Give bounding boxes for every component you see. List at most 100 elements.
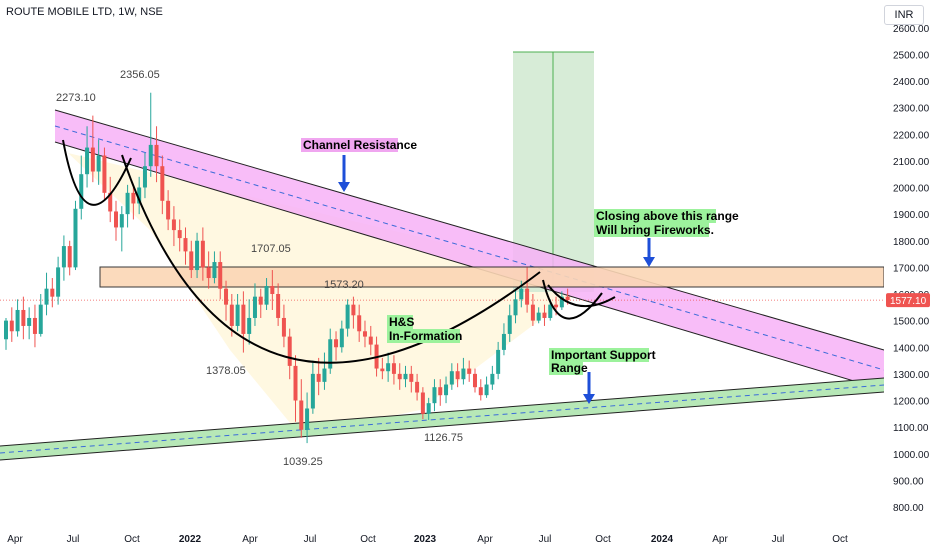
candle-body (565, 296, 570, 301)
channel-band (55, 110, 884, 390)
candle-body (258, 296, 263, 305)
candle-body (212, 262, 217, 279)
left-shoulder-curve (62, 139, 132, 206)
candle-body (484, 384, 489, 396)
candle-body (438, 387, 443, 396)
candle-body (409, 373, 414, 382)
candle-body (403, 373, 408, 380)
callout-closing2: Will bring Fireworks. (596, 223, 714, 237)
candle-body (252, 296, 257, 318)
candle-body (119, 214, 124, 228)
candle-body (299, 400, 304, 430)
x-tick-label: Jul (539, 534, 552, 545)
x-tick-label: Oct (360, 534, 376, 545)
candle-body (38, 304, 43, 334)
y-tick-label: 2500.00 (893, 50, 930, 61)
candle-body (154, 144, 159, 167)
y-tick-label: 2400.00 (893, 77, 930, 88)
price-annotation: 1039.25 (283, 456, 323, 468)
candle-body (166, 200, 171, 220)
candle-body (108, 192, 113, 212)
candle-body (264, 286, 269, 305)
candle-body (420, 392, 425, 414)
candle-body (241, 304, 246, 334)
y-tick-label: 1800.00 (893, 237, 930, 248)
candle-body (490, 373, 495, 385)
y-tick-label: 2200.00 (893, 130, 930, 141)
channel-bottom-line (54, 141, 885, 391)
candle-body (114, 211, 119, 228)
support-top-line (0, 377, 885, 447)
candle-body (444, 384, 449, 396)
y-tick-label: 1400.00 (893, 343, 930, 354)
candle-body (137, 187, 142, 204)
candle-body (160, 166, 165, 201)
candle-body (96, 155, 101, 172)
candle-body (478, 387, 483, 396)
candle-body (61, 246, 66, 268)
callout-channel: Channel Resistance (303, 138, 417, 152)
candle-body (131, 192, 136, 204)
support-arrow-head (583, 394, 595, 404)
last-price-tag (886, 293, 930, 308)
candle-body (50, 288, 55, 297)
callout-bg-closing1 (594, 209, 716, 223)
candle-body (536, 312, 541, 321)
candle-body (287, 336, 292, 366)
callout-bg-support2 (549, 361, 583, 375)
y-tick-label: 2300.00 (893, 104, 930, 115)
candle-body (415, 381, 420, 393)
candle-body (345, 304, 350, 329)
candle-body (432, 387, 437, 404)
callout-hs2: In-Formation (389, 329, 462, 343)
y-tick-label: 1300.00 (893, 370, 930, 381)
x-tick-label: Apr (242, 534, 258, 545)
candle-body (73, 208, 78, 268)
candle-body (322, 368, 327, 382)
candle-body (247, 317, 252, 334)
candle-body (525, 288, 530, 305)
candle-body (467, 368, 472, 374)
x-tick-label: Jul (67, 534, 80, 545)
candle-body (276, 294, 281, 318)
x-tick-label: Apr (712, 534, 728, 545)
x-tick-label: 2023 (414, 534, 437, 545)
candle-body (183, 238, 188, 252)
head-curve (121, 154, 541, 364)
y-tick-label: 1000.00 (893, 450, 930, 461)
candle-body (397, 373, 402, 380)
last-price-label: 1577.10 (890, 296, 927, 307)
candle-body (386, 363, 391, 372)
candle-body (224, 288, 229, 305)
candle-body (229, 304, 234, 326)
candle-body (15, 309, 20, 332)
callout-bg-support1 (549, 348, 649, 362)
x-tick-label: Jul (304, 534, 317, 545)
candle-body (316, 373, 321, 382)
candle-body (530, 304, 535, 321)
candle-body (102, 155, 107, 193)
candle-body (351, 304, 356, 316)
candle-body (357, 315, 362, 332)
price-annotation: 1707.05 (251, 243, 291, 255)
candle-body (461, 368, 466, 380)
y-tick-label: 2000.00 (893, 184, 930, 195)
candle-body (177, 230, 182, 239)
candle-body (559, 296, 564, 308)
candle-body (171, 219, 176, 231)
y-tick-label: 1100.00 (893, 423, 929, 434)
y-axis-bg (884, 0, 932, 550)
price-annotation: 1378.05 (206, 365, 246, 377)
candle-body (548, 304, 553, 318)
candle-body (21, 309, 26, 326)
currency-selector[interactable]: INR (884, 5, 924, 25)
candle-body (125, 192, 130, 215)
candle-body (507, 315, 512, 334)
candle-body (85, 147, 90, 175)
callout-bg-closing2 (594, 223, 709, 237)
candle-body (472, 373, 477, 388)
candle-body (142, 166, 147, 188)
candle-body (455, 371, 460, 380)
